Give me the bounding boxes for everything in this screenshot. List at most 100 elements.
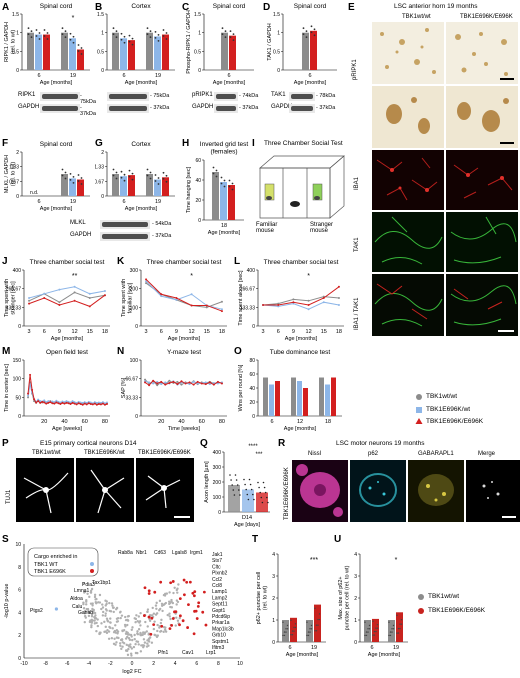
bar [77,179,84,196]
bar [154,36,161,70]
data-point [69,38,72,41]
panel-d: D Spinal cord TAK1 / GAPDH 0 0.5 1 1.5 6 Age [m… [263,0,345,130]
data-point [149,177,152,180]
data-point [147,615,151,619]
x-axis-label: Time [weeks] [168,426,201,432]
x-axis-label: Age [months] [208,230,241,236]
data-point [130,628,133,631]
stranger-mouse-label: Stranger mouse [310,222,334,234]
wb-kda: - 75kDa [150,93,170,99]
micrograph-pripk1-wt [372,22,444,84]
data-point [101,610,105,614]
data-point [164,381,167,384]
data-point [77,174,80,176]
data-point [103,403,106,406]
data-point [156,382,159,385]
col-label: GABARAPL1 [418,451,454,457]
data-point [125,643,128,647]
data-point [220,176,223,179]
legend-het: TBK1E696K/wt [426,406,471,413]
data-point [305,30,308,33]
data-point [160,293,163,296]
y-tick-label: 200 [213,480,222,486]
x-tick-label: 40 [61,419,67,425]
data-point [35,35,38,37]
data-point [100,622,103,625]
y-tick-label: 2 [16,150,19,156]
micrograph-pripk1-ki [446,22,518,84]
y-axis-label: Time spent alone [sec] [238,270,244,326]
data-point [107,637,111,640]
chart-f: Spinal cord MLKL / GAPDH(rel. to wt)0 0.67… [4,141,90,212]
chart-l: Three chamber social test Time spent alon… [238,259,344,342]
y-tick-label: 0 [16,194,19,200]
data-point [91,403,94,406]
y-tick-label: 2 [18,633,21,639]
data-point [146,639,149,642]
y-tick-label: 0 [18,414,21,420]
bar [263,377,268,416]
data-point [77,50,80,52]
data-point [204,383,207,386]
panel-b: B Cortex 0 0.5 1 1.5 6 19 Age [months] - 75kDa … [95,0,180,130]
row-label: TAK1 [354,237,360,252]
data-point [77,180,80,182]
data-point [106,628,109,632]
data-point [46,38,49,40]
data-point [170,606,174,609]
wb-label: GAPDH [271,104,293,110]
panel-a: A Spinal cord RIPK1 / GAPDH(rel. to wt) 0 0… [0,0,96,130]
data-point [156,634,160,637]
y-tick-label: 150 [13,358,22,364]
data-point [152,612,156,615]
data-point [93,611,97,615]
nd-label: n.d. [30,190,38,196]
data-point [388,634,390,637]
bar [228,185,235,220]
data-point [63,402,66,405]
data-point [73,402,76,405]
data-point [188,580,192,584]
x-tick-label: 80 [219,419,225,425]
gene-label: Sqstm1 [212,639,229,645]
data-point [159,621,163,625]
data-point [69,173,72,175]
data-point [126,653,130,657]
legend-ki: TBK1E696K/E696K [426,418,484,425]
data-point [376,623,379,626]
panel-letter: I [252,138,255,149]
data-point [82,602,85,606]
data-point [69,32,72,35]
data-point [310,628,313,630]
data-point [181,619,185,623]
data-point [28,302,31,305]
panel-letter: Q [200,438,208,449]
data-point [249,483,252,486]
data-point [182,578,186,582]
data-point [169,617,172,621]
y-tick-label: 66.67 [125,377,138,383]
data-point [292,302,295,305]
data-point [75,403,78,406]
data-point [145,278,148,281]
data-point [134,651,138,655]
series-line [27,374,108,406]
data-point [309,631,311,633]
gene-label: Plxnb2 [212,571,228,577]
gene-label: Aldoa [70,596,83,602]
data-point [54,607,59,611]
data-point [150,641,154,644]
western-blot-a: RIPK1 - 75kDa GAPDH - 37kDa [18,92,96,122]
data-point [155,601,158,605]
data-point [80,53,83,55]
data-point [162,177,165,180]
y-tick-label: 2 [101,150,104,156]
gene-label: Nbr1 [136,550,147,556]
data-point [212,381,215,384]
micrograph-pripk1-wt-zoom [372,86,444,148]
x-tick-label: 6 [160,329,163,335]
y-tick-label: 400 [247,268,256,274]
data-point [168,612,171,615]
data-point [93,619,96,622]
data-point [220,300,223,303]
